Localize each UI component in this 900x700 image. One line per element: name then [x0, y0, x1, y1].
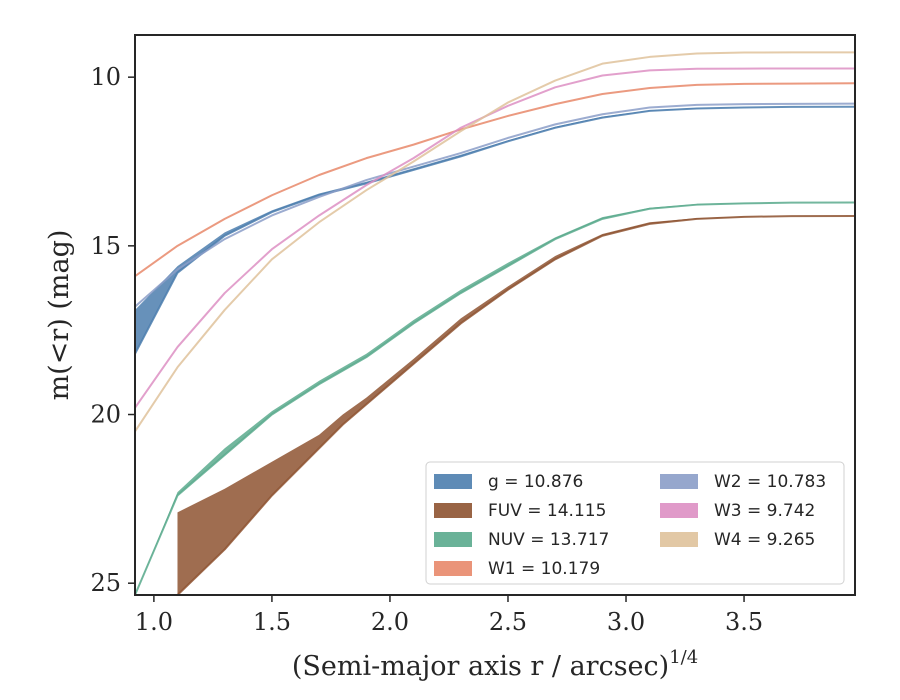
series-line-nuv — [134, 201, 856, 596]
y-tick-label: 20 — [90, 401, 121, 429]
x-tick-label: 1.5 — [253, 608, 291, 636]
legend-swatch-w1 — [434, 561, 472, 576]
legend-box — [425, 461, 845, 585]
legend-swatch-w2 — [660, 474, 698, 489]
series-line-g — [134, 105, 856, 355]
plot-frame — [134, 34, 856, 596]
legend-label-fuv: FUV = 14.115 — [488, 501, 606, 521]
legend: g = 10.876 FUV = 14.115 NUV = 13.717 W1 = 1… — [425, 461, 845, 585]
x-tick-label: 3.5 — [725, 608, 763, 636]
legend-label-w3: W3 = 9.742 — [714, 501, 815, 521]
x-ticks: 1.0 1.5 2.0 2.5 3.0 3.5 — [135, 595, 763, 636]
legend-swatch-fuv — [434, 503, 472, 518]
x-tick-label: 3.0 — [607, 608, 645, 636]
legend-label-g: g = 10.876 — [488, 472, 583, 492]
legend-swatch-g — [434, 474, 472, 489]
y-ticks: 10 15 20 25 — [90, 63, 135, 597]
legend-swatch-w3 — [660, 503, 698, 518]
series-line-w2 — [134, 102, 856, 308]
series-line-w4 — [134, 51, 855, 432]
x-tick-label: 2.5 — [489, 608, 527, 636]
x-tick-label: 2.0 — [371, 608, 409, 636]
series-line-fuv — [176, 214, 856, 596]
series-lines — [134, 51, 856, 596]
legend-label-w1: W1 = 10.179 — [488, 559, 600, 579]
x-tick-label: 1.0 — [135, 608, 173, 636]
y-tick-label: 25 — [90, 569, 121, 597]
legend-swatch-nuv — [434, 532, 472, 547]
series-line-w1 — [134, 82, 856, 278]
legend-label-w4: W4 = 9.265 — [714, 530, 815, 550]
y-tick-label: 10 — [90, 63, 121, 91]
legend-label-w2: W2 = 10.783 — [714, 472, 826, 492]
y-tick-label: 15 — [90, 232, 121, 260]
legend-swatch-w4 — [660, 532, 698, 547]
y-axis-label: m(<r) (mag) — [44, 230, 75, 401]
legend-label-nuv: NUV = 13.717 — [488, 530, 609, 550]
x-axis-label: (Semi-major axis r / arcsec)1/4 — [292, 647, 698, 682]
